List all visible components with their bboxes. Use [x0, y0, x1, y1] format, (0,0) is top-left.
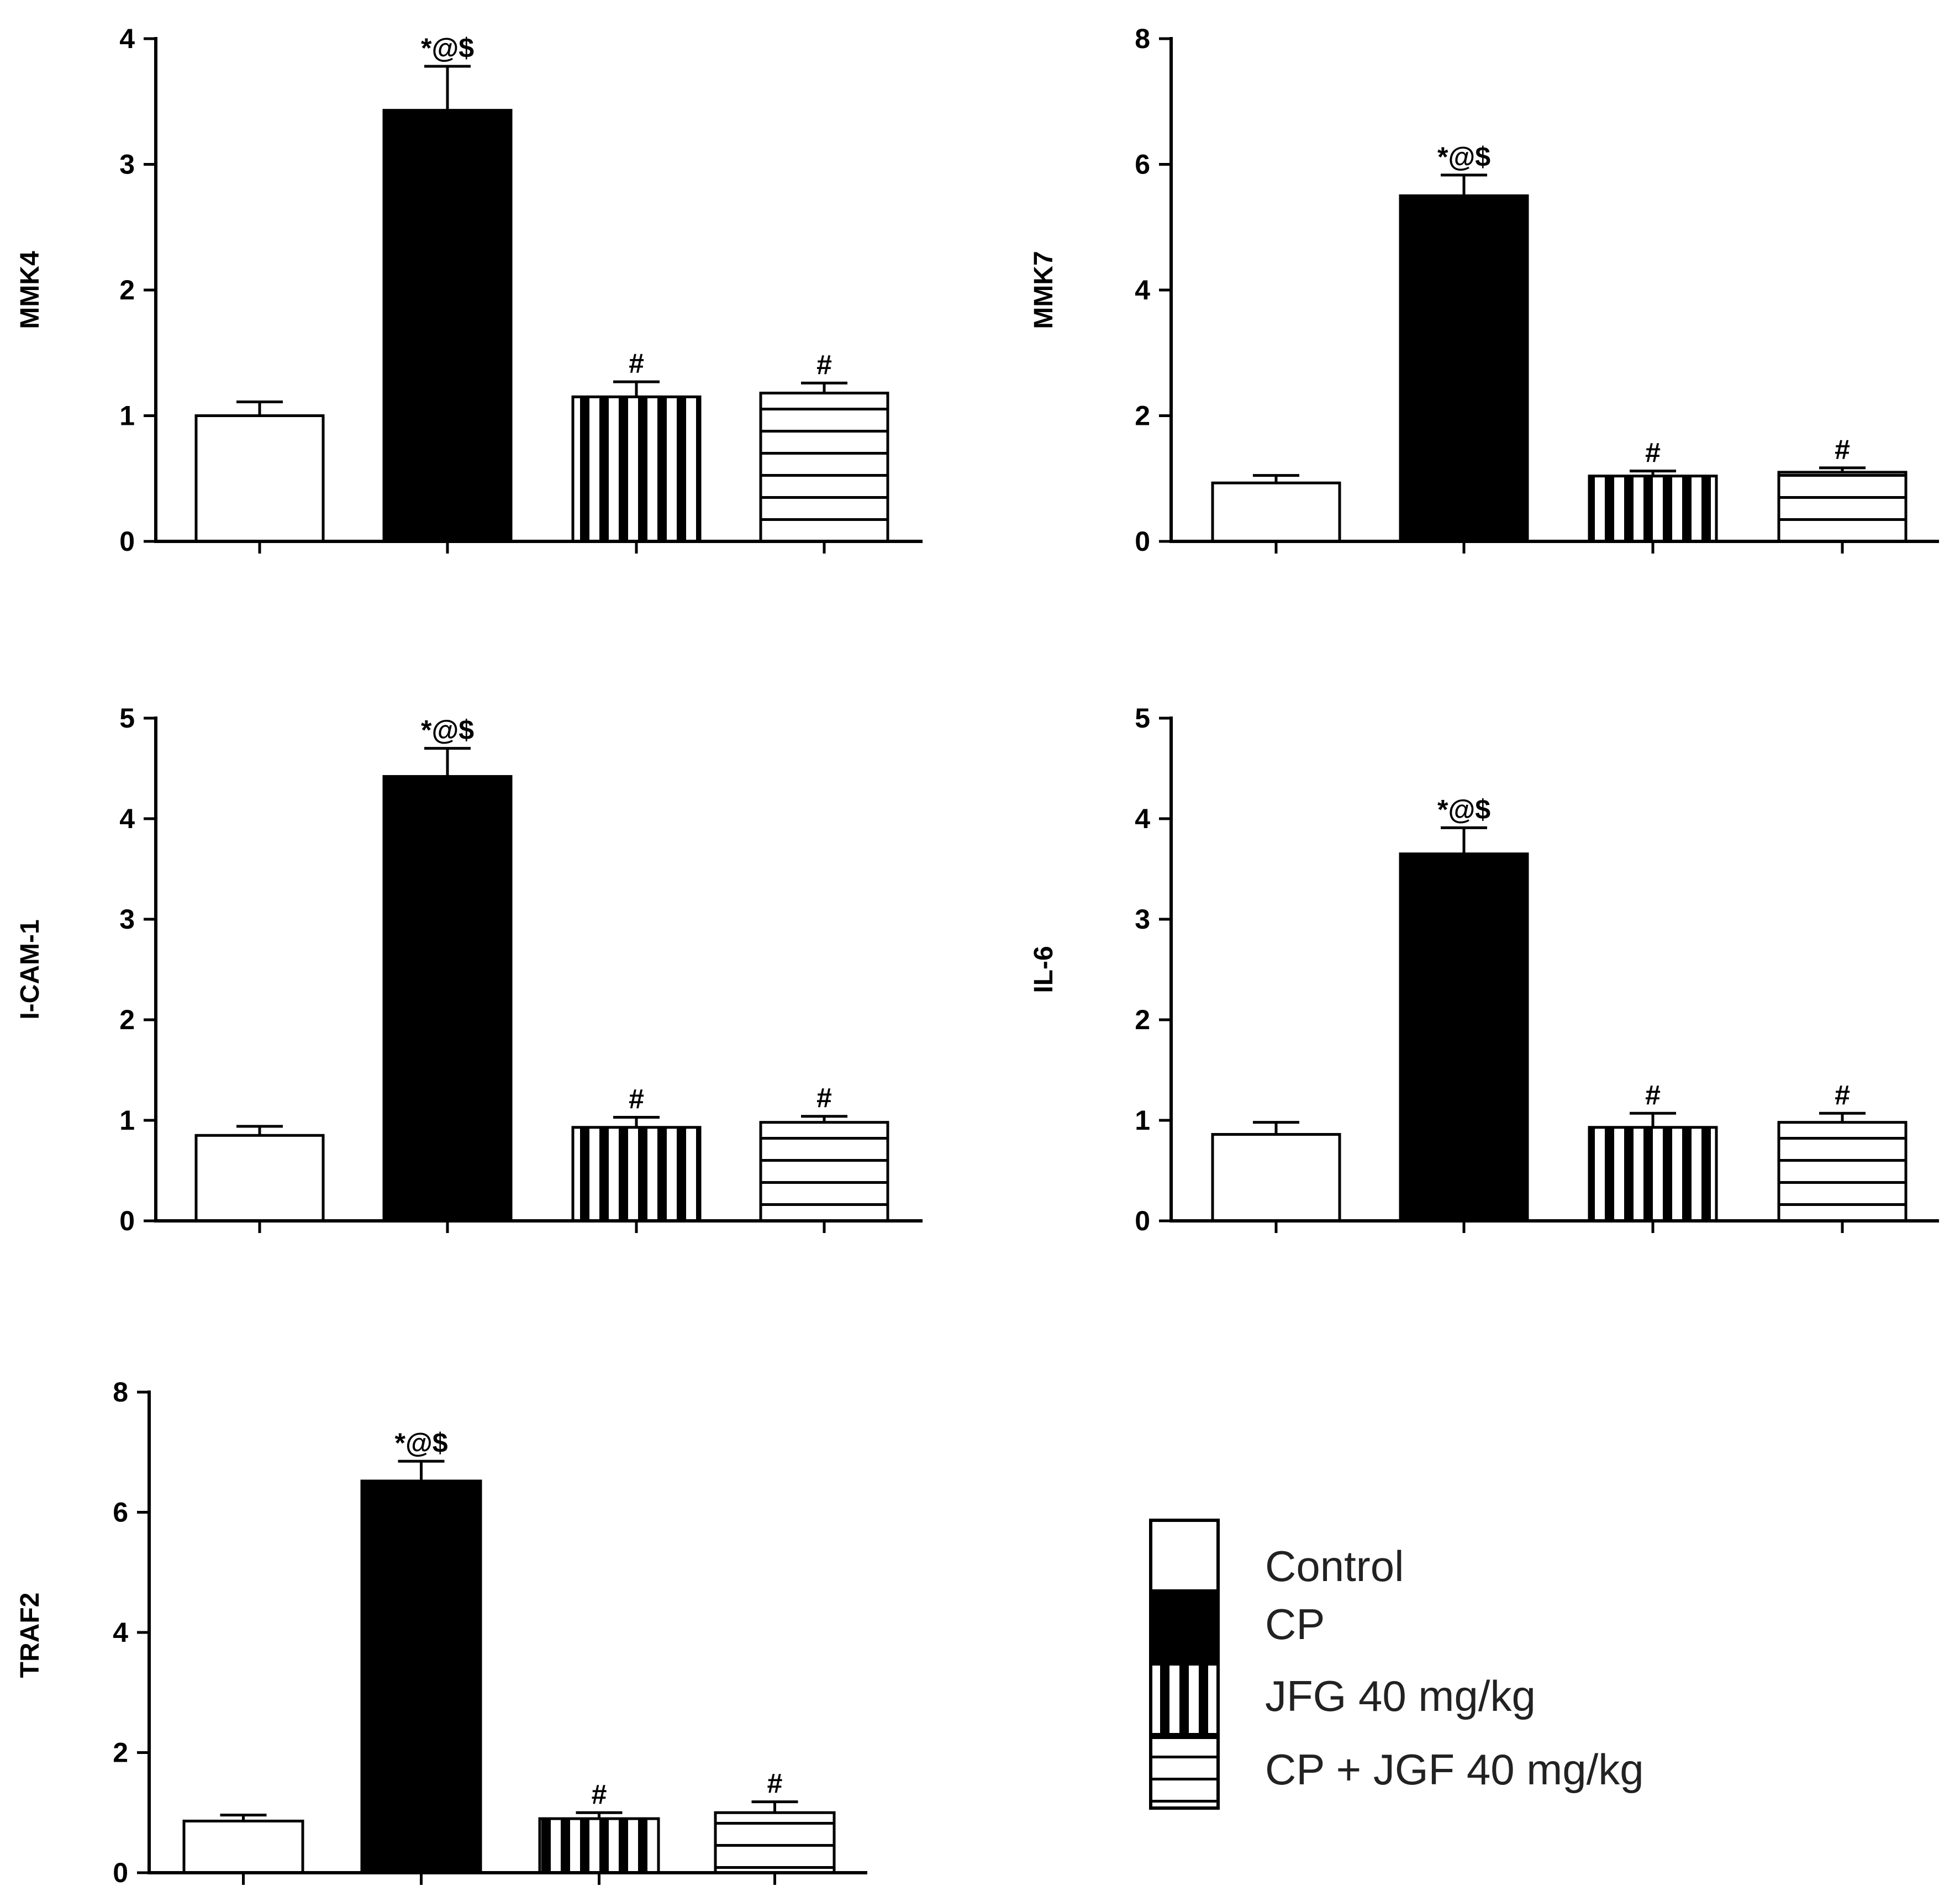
y-tick-label-il6-5: 5 [1135, 703, 1150, 734]
bar-icam1-3 [759, 1121, 889, 1223]
bar-mmk7-1 [1399, 194, 1529, 543]
bar-mmk7-3 [1777, 471, 1908, 543]
legend-label-2: JFG 40 mg/kg [1265, 1672, 1536, 1720]
bar-traf2-3 [714, 1811, 836, 1874]
y-tick-label-il6-3: 3 [1135, 904, 1150, 935]
annotation-traf2-2: # [592, 1779, 607, 1810]
panel-mmk4: *@$ # #0 1 2 3 4 MMK4 [15, 23, 923, 557]
annotation-icam1-2: # [629, 1084, 644, 1115]
y-tick-label-mmk7-0: 0 [1135, 526, 1150, 557]
panel-il6: *@$ # #0 1 2 3 4 5 IL-6 [1029, 703, 1939, 1236]
annotation-il6-3: # [1835, 1079, 1850, 1110]
panel-mmk7: *@$ # #0 2 4 6 8 MMK7 [1029, 23, 1939, 557]
y-tick-label-icam1-4: 4 [119, 803, 135, 834]
panel-traf2: *@$ # #0 2 4 6 8 TRAF2 [15, 1377, 867, 1888]
y-tick-label-mmk4-4: 4 [119, 23, 135, 54]
bar-mmk4-0 [194, 414, 325, 543]
legend-swatch-3 [1149, 1736, 1220, 1810]
y-axis-label-il6: IL-6 [1029, 946, 1058, 993]
bar-icam1-2 [571, 1126, 702, 1223]
y-axis-label-traf2: TRAF2 [15, 1593, 45, 1678]
panel-icam1: *@$ # #0 1 2 3 4 5 I-CAM-1 [15, 703, 923, 1236]
y-tick-label-icam1-2: 2 [119, 1004, 135, 1035]
legend-label-0: Control [1265, 1542, 1404, 1590]
y-tick-label-il6-1: 1 [1135, 1105, 1150, 1136]
y-tick-label-icam1-1: 1 [119, 1105, 135, 1136]
y-tick-label-mmk4-0: 0 [119, 526, 135, 557]
legend-swatch-2 [1149, 1662, 1220, 1736]
legend-swatch-0 [1149, 1519, 1220, 1593]
bar-mmk7-0 [1211, 481, 1341, 543]
y-tick-label-icam1-5: 5 [119, 703, 135, 734]
y-tick-label-traf2-6: 6 [113, 1497, 128, 1528]
y-tick-label-mmk7-6: 6 [1135, 149, 1150, 180]
annotation-il6-2: # [1645, 1079, 1661, 1110]
y-tick-label-mmk4-3: 3 [119, 149, 135, 180]
bar-il6-0 [1211, 1132, 1341, 1223]
bar-traf2-0 [182, 1819, 304, 1874]
legend-label-3: CP + JGF 40 mg/kg [1265, 1745, 1644, 1794]
bar-mmk4-1 [382, 109, 513, 543]
annotation-il6-1: *@$ [1437, 794, 1490, 825]
y-tick-label-mmk4-2: 2 [119, 275, 135, 305]
y-axis-label-mmk4: MMK4 [15, 251, 45, 329]
bar-il6-2 [1588, 1126, 1718, 1223]
annotation-mmk4-2: # [629, 348, 644, 379]
y-axis-label-icam1: I-CAM-1 [15, 919, 45, 1019]
bar-traf2-2 [538, 1817, 660, 1874]
y-tick-label-mmk4-1: 1 [119, 401, 135, 431]
y-axis-label-mmk7: MMK7 [1029, 251, 1058, 329]
annotation-mmk7-1: *@$ [1437, 141, 1490, 172]
annotation-mmk4-3: # [816, 349, 832, 380]
annotation-icam1-3: # [816, 1083, 832, 1114]
bar-il6-1 [1399, 852, 1529, 1223]
legend-swatch-1 [1149, 1590, 1220, 1664]
y-tick-label-mmk7-4: 4 [1135, 275, 1150, 305]
legend-label-1: CP [1265, 1600, 1325, 1648]
legend: Control CP JFG 40 mg/kg CP + JGF 40 mg/kg [1149, 1519, 1644, 1810]
annotation-mmk4-1: *@$ [421, 33, 474, 64]
annotation-mmk7-3: # [1835, 434, 1850, 465]
y-tick-label-mmk7-8: 8 [1135, 23, 1150, 54]
y-tick-label-traf2-8: 8 [113, 1377, 128, 1408]
y-tick-label-traf2-2: 2 [113, 1737, 128, 1768]
bar-icam1-0 [194, 1134, 325, 1223]
y-tick-label-icam1-3: 3 [119, 904, 135, 935]
y-tick-label-icam1-0: 0 [119, 1205, 135, 1236]
bar-mmk4-2 [571, 395, 702, 543]
annotation-traf2-3: # [767, 1768, 783, 1799]
annotation-traf2-1: *@$ [394, 1427, 447, 1458]
bar-il6-3 [1777, 1121, 1908, 1223]
annotation-icam1-1: *@$ [421, 715, 474, 746]
bar-icam1-1 [382, 775, 513, 1223]
y-tick-label-il6-2: 2 [1135, 1004, 1150, 1035]
y-tick-label-il6-0: 0 [1135, 1205, 1150, 1236]
y-tick-label-traf2-0: 0 [113, 1857, 128, 1888]
y-tick-label-il6-4: 4 [1135, 803, 1150, 834]
bar-traf2-1 [360, 1479, 482, 1874]
bar-mmk4-3 [759, 392, 889, 543]
annotation-mmk7-2: # [1645, 438, 1661, 468]
y-tick-label-traf2-4: 4 [113, 1617, 128, 1648]
bar-mmk7-2 [1588, 475, 1718, 543]
y-tick-label-mmk7-2: 2 [1135, 401, 1150, 431]
